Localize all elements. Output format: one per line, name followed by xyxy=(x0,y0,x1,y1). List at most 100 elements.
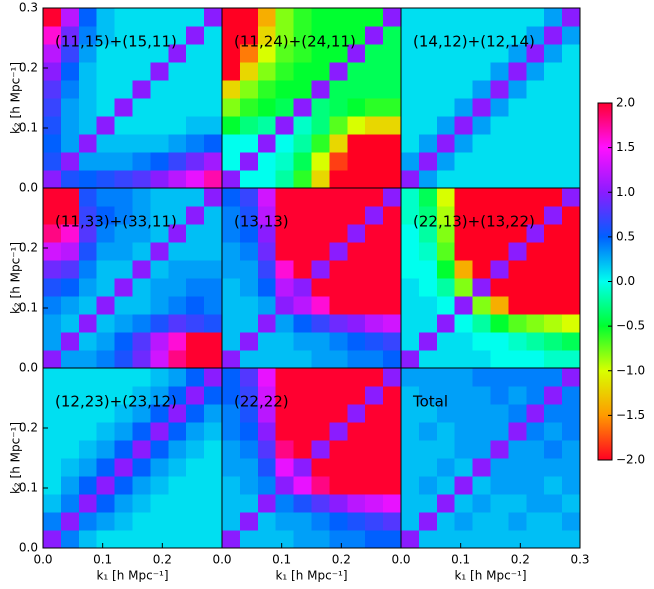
heatmap-cell xyxy=(401,188,420,207)
heatmap-cell xyxy=(347,170,366,189)
heatmap-cell xyxy=(544,530,563,549)
heatmap-cell xyxy=(204,296,223,315)
heatmap-cell xyxy=(383,476,402,495)
heatmap-cell xyxy=(222,242,241,261)
heatmap-cell xyxy=(114,494,133,513)
heatmap-cell xyxy=(186,26,205,45)
heatmap-cell xyxy=(222,404,241,423)
heatmap-cell xyxy=(96,512,116,531)
x-tick-label: 0.1 xyxy=(451,553,470,567)
x-tick-label: 0.0 xyxy=(212,553,231,567)
heatmap-cell xyxy=(275,278,295,297)
heatmap-cell xyxy=(472,332,491,351)
heatmap-cell xyxy=(436,188,456,207)
heatmap-cell xyxy=(508,350,527,369)
heatmap-cell xyxy=(436,170,456,189)
heatmap-cell xyxy=(275,170,295,189)
heatmap-cell xyxy=(275,476,295,495)
heatmap-cell xyxy=(168,476,187,495)
heatmap-cell xyxy=(311,512,330,531)
heatmap-cell xyxy=(78,530,98,549)
heatmap-cell xyxy=(114,314,133,333)
x-tick-label: 0.3 xyxy=(570,553,589,567)
heatmap-cell xyxy=(222,278,241,297)
heatmap-cell xyxy=(329,314,348,333)
heatmap-cell xyxy=(347,8,366,27)
heatmap-cell xyxy=(454,26,474,45)
heatmap-cell xyxy=(132,314,151,333)
heatmap-cell xyxy=(544,386,563,405)
heatmap-cell xyxy=(150,134,169,153)
heatmap-cell xyxy=(186,296,205,315)
heatmap-cell xyxy=(186,170,205,189)
heatmap-cell xyxy=(454,530,474,549)
heatmap-cell xyxy=(544,98,563,117)
heatmap-cell xyxy=(257,404,277,423)
heatmap-cell xyxy=(526,152,545,171)
heatmap-cell xyxy=(132,458,151,477)
heatmap-cell xyxy=(293,350,312,369)
heatmap-cell xyxy=(383,350,402,369)
heatmap-cell xyxy=(454,440,474,459)
heatmap-cell xyxy=(257,134,277,153)
heatmap-cell xyxy=(275,314,295,333)
heatmap-cell xyxy=(168,170,187,189)
heatmap-cell xyxy=(365,296,384,315)
heatmap-cell xyxy=(311,476,330,495)
heatmap-cell xyxy=(472,188,491,207)
heatmap-cell xyxy=(239,458,259,477)
heatmap-cell xyxy=(222,224,241,243)
heatmap-cell xyxy=(60,8,80,27)
heatmap-cell xyxy=(132,296,151,315)
heatmap-cell xyxy=(454,350,474,369)
heatmap-cell xyxy=(43,494,62,513)
heatmap-cell xyxy=(347,314,366,333)
heatmap-cell xyxy=(43,98,62,117)
heatmap-cell xyxy=(544,494,563,513)
heatmap-cell xyxy=(383,368,402,387)
heatmap-cell xyxy=(293,530,312,549)
heatmap-cell xyxy=(78,62,98,81)
heatmap-cell xyxy=(60,458,80,477)
heatmap-cell xyxy=(562,206,581,225)
heatmap-cell xyxy=(222,332,241,351)
heatmap-cell xyxy=(43,80,62,99)
heatmap-cell xyxy=(347,224,366,243)
heatmap-cell xyxy=(186,62,205,81)
colorbar-tick-label: −0.5 xyxy=(616,319,645,333)
heatmap-cell xyxy=(472,152,491,171)
heatmap-cell xyxy=(347,260,366,279)
heatmap-cell xyxy=(275,8,295,27)
heatmap-cell xyxy=(508,206,527,225)
heatmap-cell xyxy=(472,44,491,63)
heatmap-cell xyxy=(347,530,366,549)
heatmap-cell xyxy=(472,530,491,549)
heatmap-cell xyxy=(347,296,366,315)
panel-label: (11,15)+(15,11) xyxy=(55,33,177,51)
heatmap-cell xyxy=(418,152,438,171)
heatmap-cell xyxy=(365,458,384,477)
heatmap-cell xyxy=(562,350,581,369)
heatmap-cell xyxy=(472,8,491,27)
y-tick-label: 0.2 xyxy=(19,61,38,75)
heatmap-cell xyxy=(508,8,527,27)
heatmap-cell xyxy=(132,224,151,243)
heatmap-cell xyxy=(114,512,133,531)
heatmap-cell xyxy=(562,386,581,405)
heatmap-cell xyxy=(418,170,438,189)
heatmap-cell xyxy=(401,476,420,495)
heatmap-cell xyxy=(132,62,151,81)
heatmap-cell xyxy=(60,224,80,243)
heatmap-cell xyxy=(383,404,402,423)
heatmap-cell xyxy=(472,494,491,513)
heatmap-cell xyxy=(168,206,187,225)
heatmap-cell xyxy=(508,314,527,333)
y-tick-label: 0.3 xyxy=(19,1,38,15)
heatmap-cell xyxy=(418,278,438,297)
heatmap-cell xyxy=(114,116,133,135)
heatmap-cell xyxy=(168,98,187,117)
panel xyxy=(221,7,402,189)
heatmap-cell xyxy=(401,440,420,459)
heatmap-cell xyxy=(168,314,187,333)
heatmap-cell xyxy=(311,62,330,81)
